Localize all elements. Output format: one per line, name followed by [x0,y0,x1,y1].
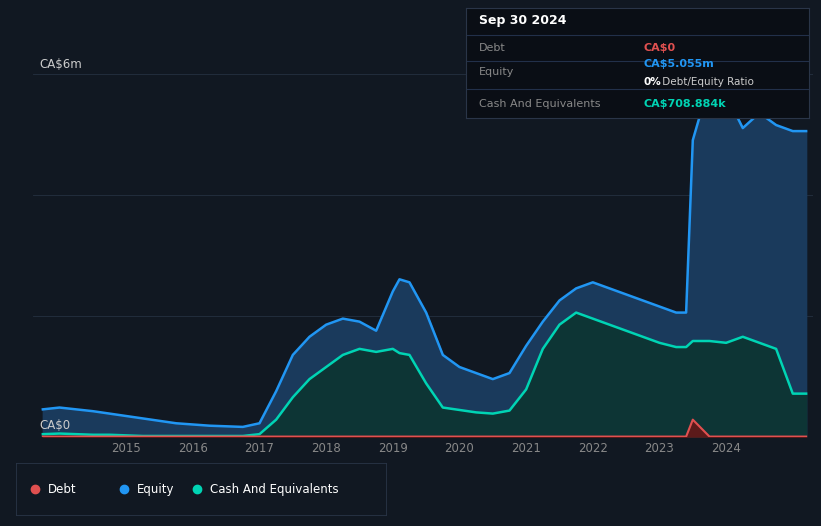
Text: Equity: Equity [136,483,174,495]
Text: CA$6m: CA$6m [39,58,82,70]
Text: CA$5.055m: CA$5.055m [644,59,715,69]
Text: Debt: Debt [48,483,76,495]
Text: Debt/Equity Ratio: Debt/Equity Ratio [659,77,754,87]
Text: CA$0: CA$0 [644,43,676,53]
Text: Cash And Equivalents: Cash And Equivalents [479,98,601,108]
Text: 0%: 0% [644,77,662,87]
Text: Cash And Equivalents: Cash And Equivalents [210,483,339,495]
Text: Debt: Debt [479,43,506,53]
Text: CA$0: CA$0 [39,419,71,432]
Text: Sep 30 2024: Sep 30 2024 [479,14,566,27]
Text: CA$708.884k: CA$708.884k [644,98,727,108]
Text: Equity: Equity [479,67,515,77]
